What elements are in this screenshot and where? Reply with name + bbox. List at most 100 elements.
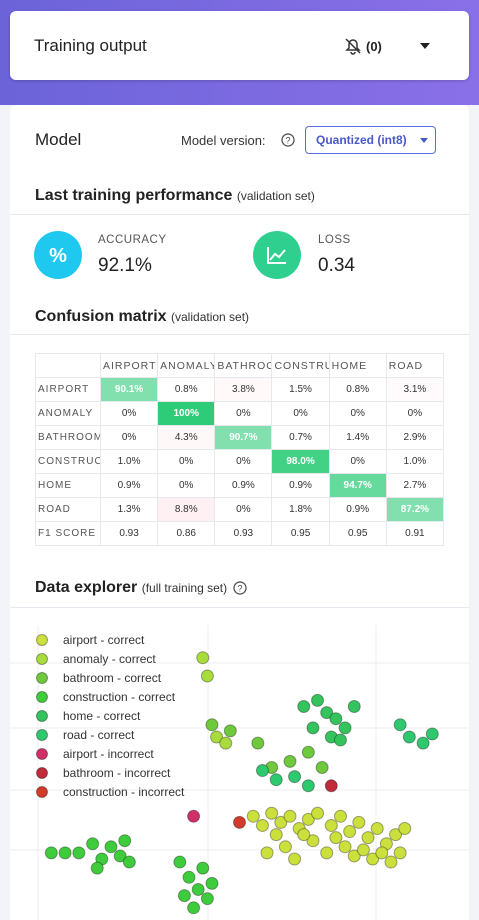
scatter-point: [283, 754, 297, 768]
scatter-point: [333, 733, 347, 747]
scatter-point: [343, 825, 357, 839]
scatter-point: [425, 727, 439, 741]
scatter-point: [370, 822, 384, 835]
text: Last training performance: [35, 187, 233, 204]
scatter-point: [196, 651, 210, 665]
scatter-point: [329, 831, 343, 845]
header-title: Training output: [34, 36, 147, 55]
scatter-point: [306, 834, 320, 848]
help-icon[interactable]: ?: [281, 133, 295, 147]
scatter-point: [366, 852, 380, 866]
help-icon[interactable]: ?: [233, 581, 247, 595]
scatter-point: [122, 855, 136, 869]
row-label: ROAD: [35, 497, 101, 522]
text: Confusion matrix: [35, 308, 167, 325]
legend-swatch: [36, 729, 48, 741]
accuracy-icon: %: [34, 231, 82, 279]
scatter-point: [297, 700, 311, 713]
matrix-cell: 0.8%: [328, 377, 387, 402]
scatter-point: [306, 721, 320, 735]
matrix-cell: 3.8%: [214, 377, 273, 402]
matrix-cell: 0.93: [214, 521, 273, 546]
scatter-point: [210, 730, 224, 744]
matrix-cell: 0%: [157, 473, 216, 498]
scatter-point: [246, 809, 260, 823]
matrix-cell: 0%: [214, 449, 273, 474]
matrix-row: CONSTRUCTION1.0%0%0%98.0%0%1.0%: [35, 449, 445, 474]
text: Data explorer: [35, 579, 138, 596]
matrix-cell: 100%: [157, 401, 216, 426]
matrix-cell: 90.7%: [214, 425, 273, 450]
metric-value: 92.1%: [98, 255, 152, 276]
scatter-point: [283, 809, 297, 823]
legend-swatch: [36, 786, 48, 798]
scatter-point: [301, 745, 315, 759]
column-header: AIRPORT: [99, 353, 159, 378]
matrix-cell: 0.9%: [99, 473, 159, 498]
row-label: BATHROOM: [35, 425, 101, 450]
scatter-point: [389, 828, 403, 842]
scatter-point: [260, 846, 274, 860]
legend-label: construction - correct: [63, 690, 176, 704]
matrix-row: AIRPORT 90.1% 0.8% 3.8% 1.5% 0.8% 3.1%: [35, 377, 445, 402]
caret[interactable]: [420, 43, 430, 49]
scatter-point: [86, 837, 100, 851]
scatter-point: [416, 736, 430, 750]
scatter-point: [393, 846, 407, 860]
scatter-point: [361, 831, 375, 845]
legend-label: bathroom - incorrect: [63, 766, 171, 780]
column-header: CONSTRUCTION: [271, 353, 330, 378]
matrix-cell: 0%: [214, 401, 273, 426]
metric-label: LOSS: [318, 234, 351, 246]
legend-swatch: [36, 653, 48, 665]
scatter-point: [352, 815, 366, 829]
metric-label: ACCURACY: [98, 234, 167, 246]
divider: [10, 607, 469, 608]
explorer-title: Data explorer (full training set): [35, 579, 227, 597]
text: (validation set): [171, 310, 250, 324]
scatter-point: [44, 846, 58, 860]
matrix-cell: 2.7%: [385, 473, 445, 498]
scatter-point: [255, 764, 269, 778]
version-dropdown[interactable]: Quantized (int8): [305, 126, 436, 154]
version-value: Quantized (int8): [316, 133, 407, 147]
matrix-cell: 3.1%: [385, 377, 445, 402]
scatter-point: [118, 834, 132, 848]
text: (validation set): [236, 189, 315, 203]
matrix-cell: 0.95: [328, 521, 387, 546]
legend-swatch: [36, 691, 48, 703]
scatter-point: [196, 861, 210, 875]
scatter-point: [329, 712, 343, 726]
scatter-point: [177, 889, 191, 903]
legend-swatch: [36, 748, 48, 760]
matrix-cell: 0.91: [385, 521, 445, 546]
performance-title: Last training performance (validation se…: [35, 187, 315, 205]
scatter-point: [113, 849, 127, 863]
matrix-cell: 0%: [99, 425, 159, 450]
matrix-cell: 1.3%: [99, 497, 159, 522]
matrix-cell: 2.9%: [385, 425, 445, 450]
bell-off-icon[interactable]: [344, 37, 362, 55]
scatter-point: [182, 870, 196, 884]
scatter-point: [324, 779, 338, 793]
scatter-point: [315, 761, 329, 774]
scatter-point: [255, 818, 269, 832]
row-label: CONSTRUCTION: [35, 449, 101, 474]
notification-count[interactable]: (0): [366, 39, 382, 54]
scatter-point: [58, 846, 72, 860]
matrix-cell: 0.86: [157, 521, 216, 546]
matrix-cell: 1.8%: [271, 497, 330, 522]
scatter-point: [173, 855, 187, 869]
scatter-point: [288, 770, 302, 784]
matrix-cell: 0%: [328, 401, 387, 426]
scatter-point: [191, 883, 205, 896]
scatter-point: [205, 876, 219, 890]
scatter-point: [375, 846, 389, 860]
scatter-point: [347, 700, 361, 713]
scatter-point: [356, 843, 370, 857]
legend-swatch: [36, 634, 48, 646]
matrix-row: BATHROOM 0% 4.3% 90.7% 0.7% 1.4% 2.9%: [35, 425, 445, 450]
matrix-cell: 1.0%: [385, 449, 445, 474]
confusion-matrix: AIRPORTANOMALYBATHROOMCONSTRUCTIONHOMERO…: [35, 353, 445, 546]
